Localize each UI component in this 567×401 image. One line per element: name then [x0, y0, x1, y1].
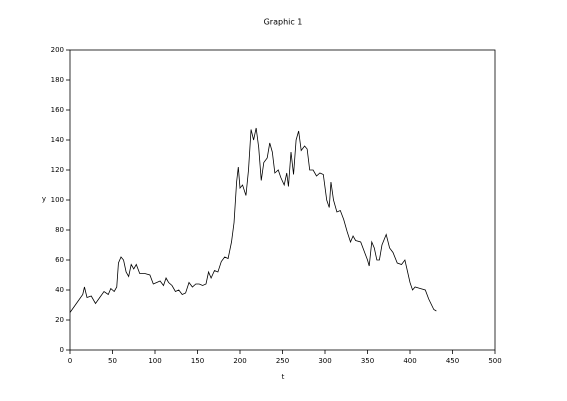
- y-tick-label: 140: [51, 136, 64, 144]
- x-tick-label: 500: [488, 357, 501, 365]
- y-tick-label: 20: [55, 316, 64, 324]
- x-tick-label: 450: [446, 357, 459, 365]
- x-tick-label: 200: [233, 357, 246, 365]
- y-tick-label: 120: [51, 166, 64, 174]
- line-series: [69, 127, 437, 313]
- x-tick-label: 150: [191, 357, 204, 365]
- y-tick-label: 0: [60, 346, 64, 354]
- y-tick-label: 200: [51, 46, 64, 54]
- x-tick-label: 250: [276, 357, 289, 365]
- x-tick-label: 50: [108, 357, 117, 365]
- x-tick-label: 100: [148, 357, 161, 365]
- x-tick-label: 300: [318, 357, 331, 365]
- x-tick-label: 350: [361, 357, 374, 365]
- y-tick-label: 180: [51, 76, 64, 84]
- y-tick-label: 100: [51, 196, 64, 204]
- y-tick-label: 80: [55, 226, 64, 234]
- chart-title: Graphic 1: [264, 18, 303, 27]
- y-tick-label: 60: [55, 256, 64, 264]
- x-tick-label: 0: [68, 357, 72, 365]
- x-tick-label: 400: [403, 357, 416, 365]
- y-tick-label: 160: [51, 106, 64, 114]
- y-axis-label: y: [42, 195, 46, 203]
- y-tick-label: 40: [55, 286, 64, 294]
- x-axis-label: t: [282, 373, 285, 381]
